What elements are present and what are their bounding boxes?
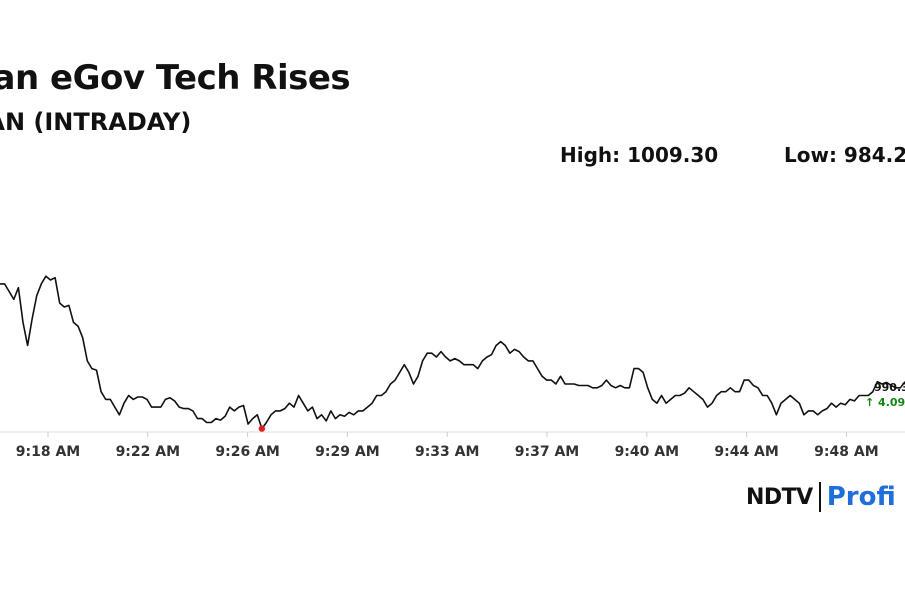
x-tick-label: 9:26 AM	[215, 444, 279, 460]
x-tick-label: 9:48 AM	[814, 444, 878, 460]
last-value-label: 990.3	[874, 381, 905, 394]
x-axis-ticks: 9:18 AM 9:22 AM 9:26 AM 9:29 AM 9:33 AM 9:37 …	[16, 432, 879, 460]
chart-subtitle: EAN (INTRADAY)	[0, 108, 192, 136]
low-value: Low: 984.2	[784, 143, 905, 167]
x-tick-label: 9:29 AM	[315, 444, 379, 460]
high-value: High: 1009.30	[560, 143, 719, 167]
x-tick-label: 9:18 AM	[16, 444, 80, 460]
ndtv-profit-logo: NDTV Profi	[746, 482, 896, 512]
chart-title: ean eGov Tech Rises	[0, 58, 351, 98]
x-tick-label: 9:22 AM	[116, 444, 180, 460]
logo-ndtv-text: NDTV	[746, 484, 813, 510]
low-point-marker	[258, 425, 266, 432]
price-line	[0, 275, 905, 430]
x-tick-label: 9:44 AM	[714, 444, 778, 460]
x-tick-label: 9:33 AM	[415, 444, 479, 460]
x-tick-label: 9:37 AM	[515, 444, 579, 460]
x-tick-label: 9:40 AM	[615, 444, 679, 460]
logo-divider	[818, 482, 821, 512]
logo-profit-text: Profi	[826, 482, 896, 512]
change-label: ↑ 4.09	[865, 396, 905, 409]
